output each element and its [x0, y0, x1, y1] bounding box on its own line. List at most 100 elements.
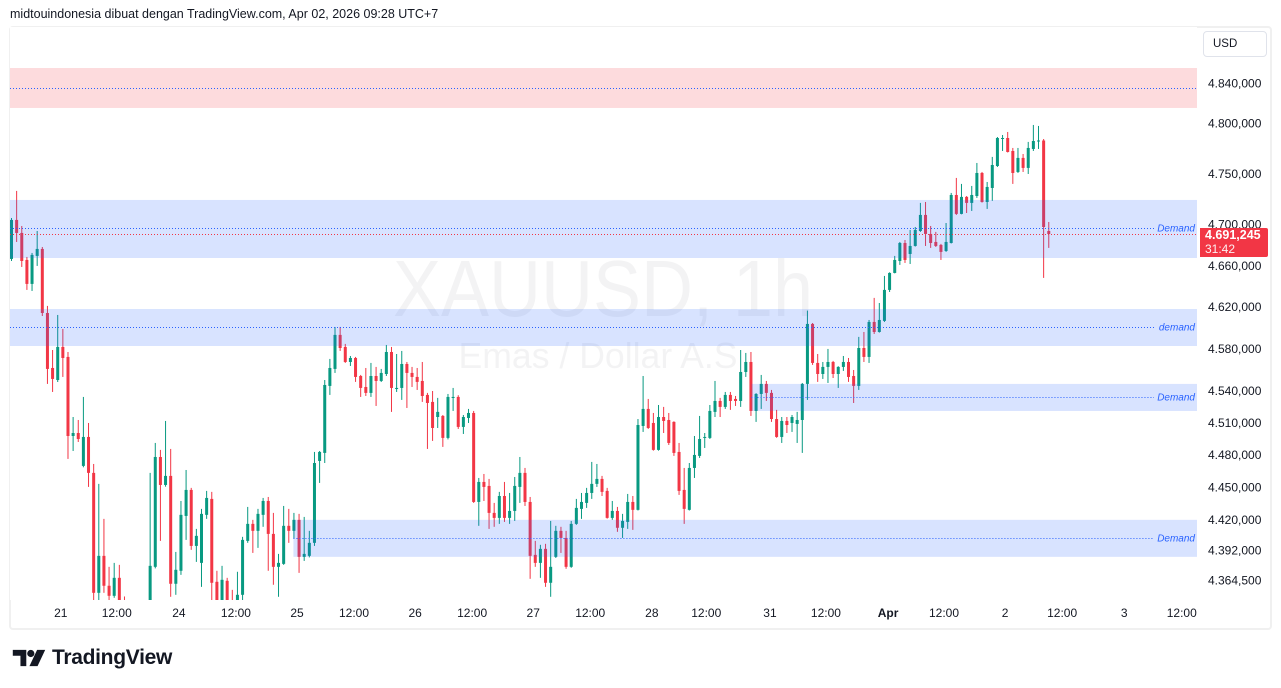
demand-zone[interactable]: Demand: [293, 519, 1197, 557]
candle-body: [297, 519, 301, 557]
supply-zone-rect[interactable]: [10, 68, 1197, 108]
currency-button[interactable]: USD: [1203, 31, 1267, 57]
candle: [759, 374, 763, 409]
candle-wick: [98, 483, 100, 600]
candle-body: [744, 361, 748, 372]
candle: [708, 404, 712, 439]
candle-body: [497, 495, 501, 518]
candle-body: [867, 321, 871, 357]
candle-body: [821, 366, 825, 374]
candle: [246, 506, 250, 543]
candle-wick: [786, 417, 788, 433]
candle-body: [523, 472, 527, 502]
candle-body: [251, 523, 255, 531]
candle-body: [410, 372, 414, 377]
candle-wick: [1032, 124, 1034, 151]
candle: [667, 412, 671, 445]
candle-wick: [411, 366, 413, 387]
candle: [35, 230, 39, 266]
candle-body: [148, 565, 152, 600]
candle: [297, 513, 301, 573]
candle: [641, 375, 645, 432]
candle-body: [585, 492, 589, 503]
candle-body: [40, 248, 44, 313]
candle-body: [1011, 150, 1015, 173]
candle-wick: [719, 397, 721, 418]
candle-body: [51, 367, 55, 379]
candle-body: [456, 396, 460, 427]
candle-body: [246, 523, 250, 541]
candle-body: [775, 419, 779, 437]
candle: [651, 412, 655, 451]
price-tick-label: 4.420,000: [1208, 513, 1262, 527]
price-tick-label: 4.450,000: [1208, 480, 1262, 494]
time-tick-label: 31: [763, 606, 777, 620]
demand-zone[interactable]: Demand: [10, 199, 1197, 258]
demand-zone-rect[interactable]: [10, 199, 1197, 258]
candle: [425, 392, 429, 449]
tradingview-logo[interactable]: TradingView: [12, 646, 172, 670]
demand-zone-rect[interactable]: [10, 309, 1197, 347]
candle: [908, 229, 912, 264]
candle: [734, 395, 738, 406]
supply-zone[interactable]: [10, 68, 1197, 108]
candle: [692, 435, 696, 478]
candle: [328, 358, 332, 395]
candle-body: [749, 361, 753, 411]
candle-wick: [704, 432, 706, 448]
time-tick-label: 12:00: [575, 606, 605, 620]
candle-wick: [231, 589, 233, 600]
candle: [266, 496, 270, 571]
candle-body: [81, 436, 85, 466]
candle: [903, 240, 907, 263]
candle: [477, 477, 481, 526]
candle: [1021, 153, 1025, 172]
candle: [780, 417, 784, 443]
candle: [621, 513, 625, 538]
candle-body: [502, 495, 506, 518]
candle: [672, 421, 676, 456]
candle-body: [153, 456, 157, 567]
candle: [769, 389, 773, 422]
candle-wick: [632, 495, 634, 530]
candle-body: [379, 372, 383, 381]
candle-body: [544, 548, 548, 583]
candle-body: [477, 481, 481, 502]
price-tick-label: 4.364,500: [1208, 574, 1262, 588]
candle-body: [805, 323, 809, 384]
candle: [564, 530, 568, 569]
candle: [985, 181, 989, 209]
candle: [728, 391, 732, 410]
candle: [107, 566, 111, 600]
candle: [1026, 141, 1030, 174]
candle: [379, 368, 383, 383]
candle-wick: [534, 540, 536, 567]
candle-body: [10, 219, 13, 259]
time-axis[interactable]: 21 12:00 24 12:00 25 12:00 26 12:00 27 12:00 28 12:…: [10, 600, 1197, 628]
candle: [872, 297, 876, 334]
demand-zone[interactable]: Demand: [751, 383, 1197, 411]
price-tick-label: 4.480,000: [1208, 448, 1262, 462]
price-tick-label: 4.750,000: [1208, 167, 1262, 181]
candle: [389, 346, 393, 412]
chart-attribution: midtouindonesia dibuat dengan TradingVie…: [10, 7, 439, 21]
candle: [410, 366, 414, 387]
candle: [241, 536, 245, 600]
time-tick-label: 3: [1121, 606, 1128, 620]
candle: [87, 422, 91, 487]
demand-zone[interactable]: demand: [10, 309, 1197, 347]
candle: [348, 355, 352, 366]
candle-body: [708, 410, 712, 438]
watermark-description: Emas / Dollar A.S: [459, 335, 738, 376]
candle-wick: [509, 492, 511, 524]
candle-body: [667, 419, 671, 443]
candle-body: [312, 462, 316, 543]
price-axis[interactable]: 4.840,0004.800,0004.750,0004.700,0004.66…: [1197, 27, 1269, 600]
candle: [610, 500, 614, 520]
time-tick-label: 28: [645, 606, 659, 620]
candle: [857, 336, 861, 390]
candle-body: [189, 489, 193, 546]
candle-body: [415, 376, 419, 382]
